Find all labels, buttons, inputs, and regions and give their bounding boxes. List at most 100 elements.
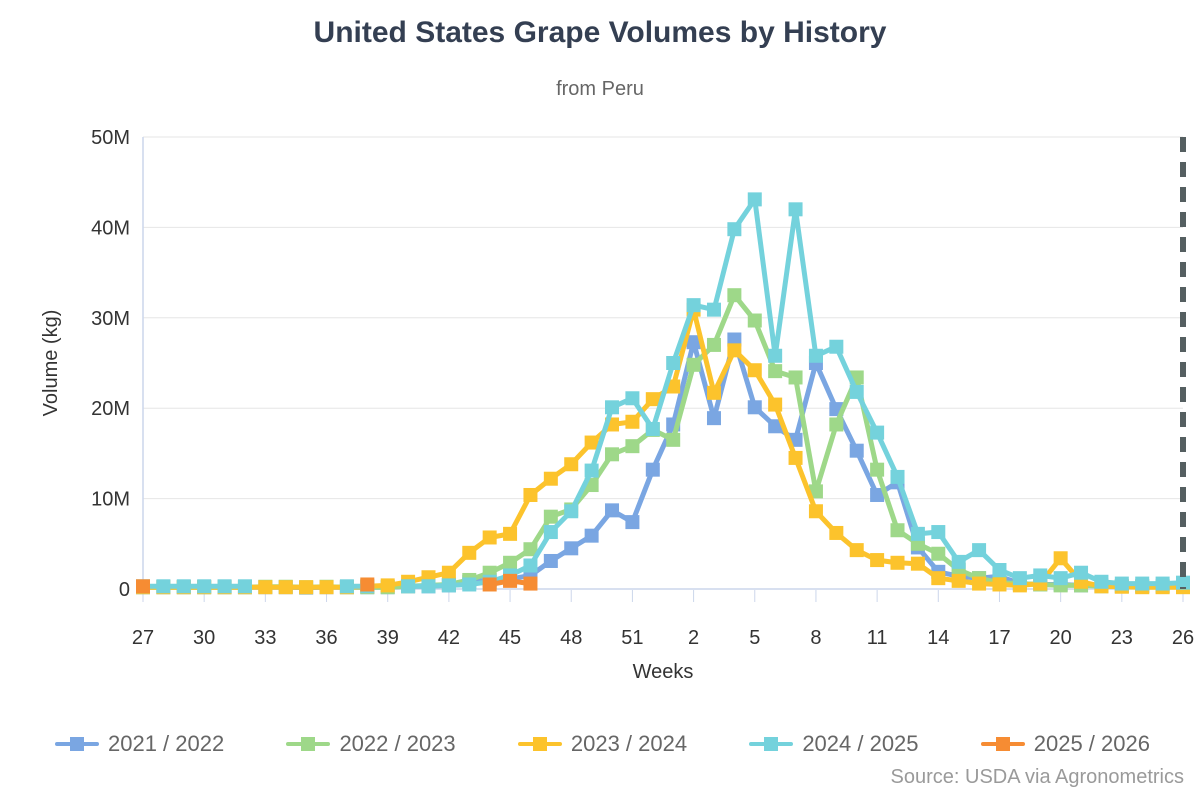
data-point-marker [584,528,599,543]
data-point-marker [727,288,742,303]
legend-series-marker-icon [517,736,562,752]
data-point-marker [299,580,314,595]
svg-text:17: 17 [988,627,1010,649]
data-point-marker [829,417,844,432]
legend-series-marker-icon [980,736,1025,752]
data-point-marker [1074,565,1089,580]
data-point-marker [360,577,375,592]
data-point-marker [992,563,1007,578]
data-point-marker [931,571,946,586]
series-2024-2025 [136,192,1190,594]
data-point-marker [380,578,395,593]
data-point-marker [768,348,783,363]
data-point-marker [727,332,742,347]
data-point-marker [706,385,721,400]
data-point-marker [747,400,762,415]
svg-text:45: 45 [499,627,521,649]
data-point-marker [1135,576,1150,591]
source-credit: Source: USDA via Agronometrics [890,766,1184,788]
data-point-marker [319,580,334,595]
data-point-marker [462,577,477,592]
data-point-marker [482,530,497,545]
svg-text:8: 8 [810,627,821,649]
data-point-marker [401,579,416,594]
x-axis-labels: 27 30 33 36 39 42 45 48 51 2 5 8 11 14 17 20 23 26 [132,627,1194,649]
svg-text:14: 14 [927,627,949,649]
series-line-2024-2025 [140,196,1186,589]
data-point-marker [605,447,620,462]
data-point-marker [625,414,640,429]
data-point-marker [870,553,885,568]
data-point-marker [951,573,966,588]
legend-series-marker-icon [749,736,794,752]
data-point-marker [605,503,620,518]
data-point-marker [849,543,864,558]
svg-text:40M: 40M [91,217,130,239]
data-point-marker [931,525,946,540]
y-axis-title: Volume (kg) [40,310,62,417]
data-point-marker [605,400,620,415]
data-point-marker [788,450,803,465]
data-point-marker [829,339,844,354]
data-point-marker [666,432,681,447]
data-point-marker [788,370,803,385]
series-line-2021-2022 [140,337,1186,591]
data-point-marker [727,343,742,358]
svg-text:30M: 30M [91,308,130,330]
data-point-marker [543,525,558,540]
data-point-marker [686,335,701,350]
data-point-marker [564,457,579,472]
legend-item-2022-2023[interactable]: 2022 / 2023 [286,731,456,757]
data-point-marker [543,509,558,524]
data-point-marker [706,337,721,352]
data-point-marker [523,558,538,573]
legend: 2021 / 2022 2022 / 2023 2023 / 2024 2024 / … [55,724,1150,764]
data-point-marker [931,546,946,561]
data-point-marker [441,578,456,593]
data-point-marker [747,192,762,207]
legend-item-2021-2022[interactable]: 2021 / 2022 [55,731,224,757]
legend-item-2023-2024[interactable]: 2023 / 2024 [517,731,688,757]
data-point-marker [870,487,885,502]
data-point-marker [808,504,823,519]
svg-text:23: 23 [1111,627,1133,649]
data-point-marker [278,580,293,595]
legend-label: 2024 / 2025 [802,731,919,756]
data-point-marker [890,469,905,484]
data-point-marker [1176,575,1190,590]
data-point-marker [503,555,518,570]
data-point-marker [237,579,252,594]
data-point-marker [584,463,599,478]
data-point-marker [1053,571,1068,586]
legend-label: 2023 / 2024 [570,731,688,756]
data-point-marker [543,471,558,486]
svg-text:26: 26 [1172,627,1194,649]
data-point-marker [910,556,925,571]
svg-text:50M: 50M [91,127,130,149]
chart-canvas: 27 30 33 36 39 42 45 48 51 2 5 8 11 14 17 20 23 26 0 10M 20… [40,127,1194,683]
data-point-marker [686,357,701,372]
x-axis-ticks [142,590,1184,602]
legend-item-2024-2025[interactable]: 2024 / 2025 [749,731,919,757]
data-point-marker [523,576,538,591]
svg-text:0: 0 [119,579,130,601]
legend-item-2025-2026[interactable]: 2025 / 2026 [980,731,1150,757]
data-point-marker [645,421,660,436]
data-point-marker [808,484,823,499]
data-point-marker [217,579,232,594]
series-group [136,192,1190,595]
page-title: United States Grape Volumes by History [313,16,887,49]
data-point-marker [768,419,783,434]
legend-label: 2025 / 2026 [1033,731,1150,756]
data-point-marker [564,541,579,556]
x-axis-title: Weeks [633,661,694,683]
data-point-marker [870,425,885,440]
data-point-marker [910,526,925,541]
data-point-marker [1094,574,1109,589]
data-point-marker [727,222,742,237]
data-point-marker [523,487,538,502]
data-point-marker [482,577,497,592]
data-point-marker [197,579,212,594]
legend-series-marker-icon [55,736,99,752]
